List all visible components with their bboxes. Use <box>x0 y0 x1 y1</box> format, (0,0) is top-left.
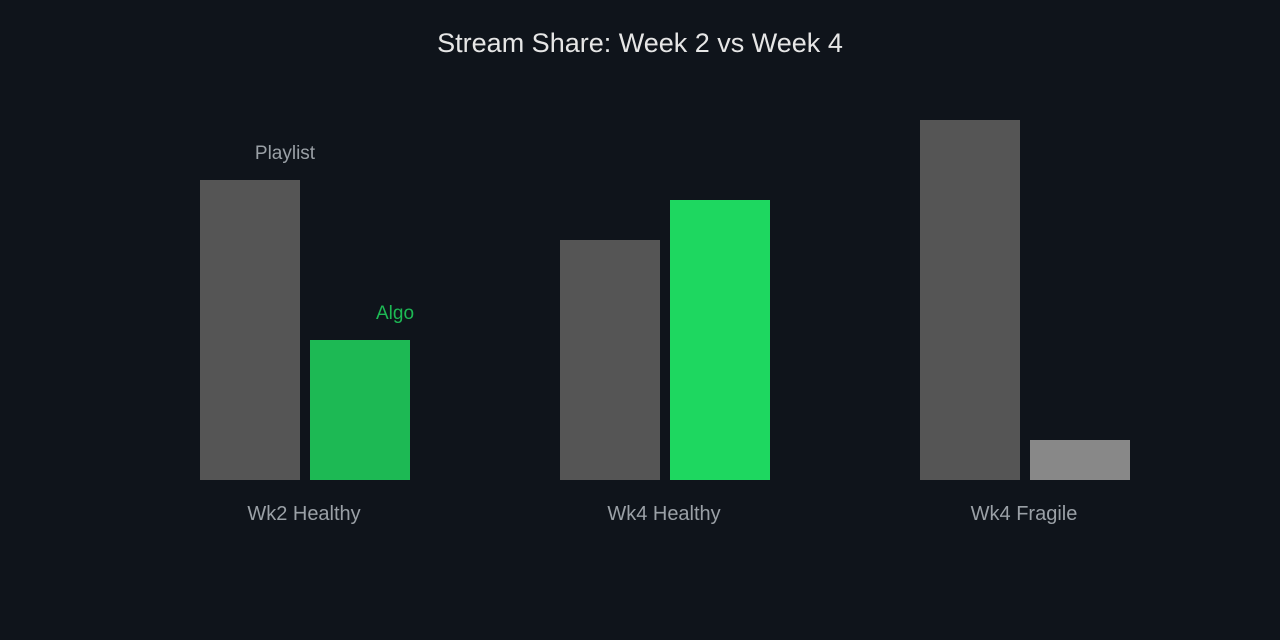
bar-playlist-1 <box>200 180 300 480</box>
bar-algo-3 <box>1030 440 1130 480</box>
category-label-2: Wk4 Healthy <box>607 503 720 525</box>
series-label-algo: Algo <box>376 303 414 324</box>
chart-title: Stream Share: Week 2 vs Week 4 <box>437 28 843 58</box>
bars-group <box>200 120 1130 480</box>
bar-playlist-2 <box>560 240 660 480</box>
category-label-3: Wk4 Fragile <box>971 503 1078 525</box>
bar-playlist-3 <box>920 120 1020 480</box>
series-label-playlist: Playlist <box>255 143 316 164</box>
labels-group: Playlist Algo Wk2 Healthy Wk4 Healthy Wk4 Fr… <box>247 143 1077 525</box>
bar-algo-1 <box>310 340 410 480</box>
bar-algo-2 <box>670 200 770 480</box>
category-label-1: Wk2 Healthy <box>247 503 360 525</box>
